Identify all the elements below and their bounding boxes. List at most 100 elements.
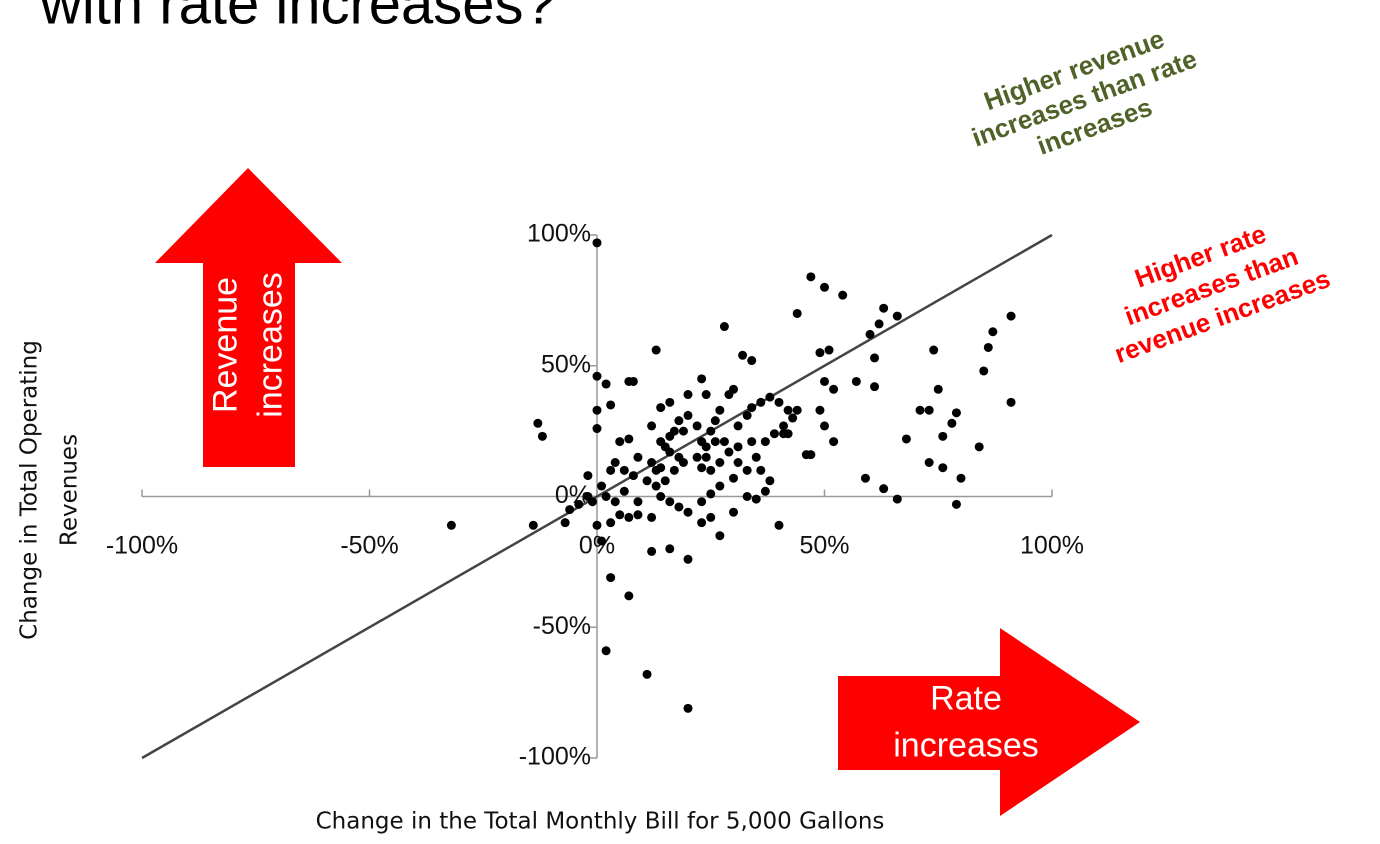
point: [669, 426, 679, 436]
point: [647, 546, 657, 556]
point: [1006, 397, 1016, 407]
point: [565, 505, 575, 515]
annotation-text: Revenue: [206, 277, 244, 413]
chart-title: with rate increases?: [39, 0, 556, 36]
point: [924, 405, 934, 415]
point: [974, 442, 984, 452]
point: [951, 499, 961, 509]
point: [824, 345, 834, 355]
point: [769, 429, 779, 439]
y-tick-label: -100%: [519, 743, 591, 771]
point: [610, 497, 620, 507]
point: [924, 458, 934, 468]
point: [851, 376, 861, 386]
annotation-text: increases: [251, 272, 289, 418]
x-tick-label: -50%: [340, 532, 398, 560]
y-axis-title-line: Revenues: [57, 434, 83, 546]
point: [692, 452, 702, 462]
point: [706, 489, 716, 499]
point: [751, 452, 761, 462]
point: [747, 403, 757, 413]
up-arrow: [155, 168, 342, 467]
point: [701, 452, 711, 462]
point: [537, 431, 547, 441]
point: [738, 350, 748, 360]
point: [820, 282, 829, 292]
point: [879, 303, 889, 313]
point: [892, 311, 902, 321]
point: [647, 512, 657, 522]
point: [820, 376, 829, 386]
point: [665, 397, 675, 407]
point: [619, 486, 629, 496]
point: [592, 371, 602, 381]
point: [674, 452, 684, 462]
point: [697, 497, 707, 507]
point: [788, 413, 798, 423]
point: [901, 434, 911, 444]
point: [592, 405, 602, 415]
annotation: Revenue increases: [206, 272, 289, 418]
point: [779, 421, 789, 431]
point: [765, 476, 775, 486]
point: [729, 507, 738, 517]
point: [760, 486, 770, 496]
point: [701, 390, 711, 400]
point: [860, 473, 870, 483]
point: [701, 442, 711, 452]
point: [528, 520, 538, 530]
point: [615, 437, 625, 447]
point: [656, 492, 666, 501]
point: [669, 465, 679, 475]
point: [583, 471, 593, 481]
point: [715, 405, 725, 415]
point: [628, 376, 638, 386]
point: [601, 379, 611, 389]
point: [724, 447, 734, 457]
point: [692, 421, 702, 431]
point: [710, 437, 720, 447]
point: [733, 442, 743, 452]
point: [729, 473, 738, 483]
point: [597, 481, 607, 491]
point: [633, 452, 643, 462]
annotation-text: increases: [893, 726, 1039, 764]
point: [642, 669, 652, 679]
point: [706, 426, 716, 436]
point: [656, 403, 666, 413]
point: [633, 510, 643, 520]
point: [929, 345, 939, 355]
point: [774, 397, 784, 407]
point: [697, 374, 707, 384]
point: [710, 416, 720, 426]
annotation: Rate increases: [893, 679, 1039, 764]
x-axis-title: Change in the Total Monthly Bill for 5,0…: [316, 809, 885, 835]
point: [865, 329, 875, 339]
point: [729, 384, 738, 394]
point: [792, 308, 802, 318]
point: [647, 421, 657, 431]
equality-line: [141, 233, 1053, 760]
x-tick-label: 50%: [799, 532, 849, 560]
point: [706, 512, 716, 522]
point: [938, 463, 948, 473]
point: [624, 512, 634, 522]
point: [683, 703, 693, 713]
x-tick-label: -100%: [106, 532, 178, 560]
point: [742, 465, 752, 475]
point: [651, 481, 661, 491]
point: [642, 476, 652, 486]
point: [633, 497, 643, 507]
point: [951, 408, 961, 418]
point: [765, 392, 775, 402]
point: [656, 463, 666, 473]
point: [742, 410, 752, 420]
x-tick-label: 100%: [1020, 532, 1084, 560]
y-tick-label: -50%: [533, 612, 591, 640]
point: [665, 544, 675, 554]
point: [674, 502, 684, 512]
y-tick-label: 100%: [527, 220, 591, 248]
point: [783, 405, 793, 415]
point: [587, 497, 597, 507]
